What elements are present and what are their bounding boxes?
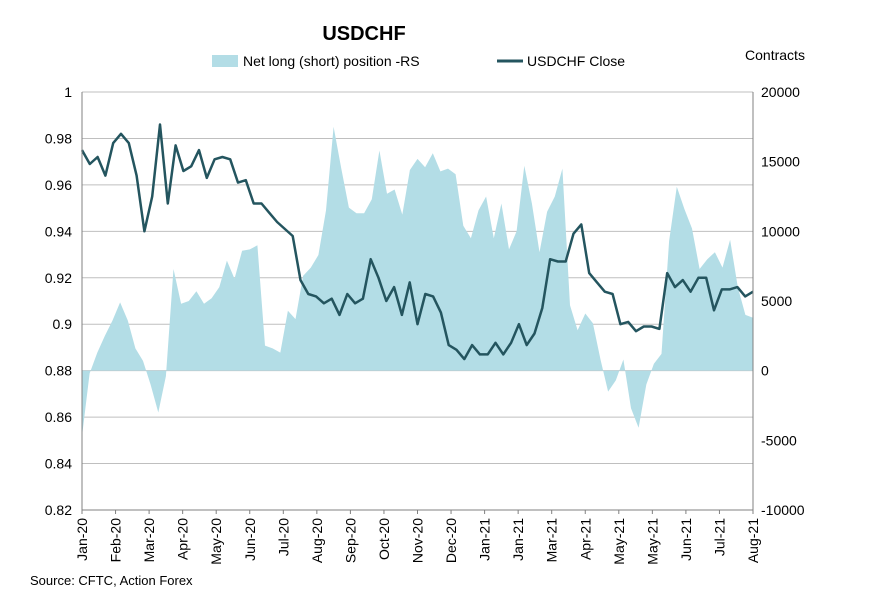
right-tick-label: -10000 <box>761 502 805 518</box>
plot-area <box>80 123 754 437</box>
x-tick-label: Jan-20 <box>74 518 90 561</box>
right-tick-label: 15000 <box>761 154 800 170</box>
right-axis-title: Contracts <box>745 47 805 63</box>
series-area-net-position <box>82 126 753 437</box>
left-tick-label: 0.9 <box>53 316 73 332</box>
x-tick-label: Jul-20 <box>275 518 291 556</box>
x-tick-label: Jun-20 <box>242 518 258 561</box>
x-tick-label: Jan-21 <box>477 518 493 561</box>
axes: 0.82 0.84 0.86 0.88 0.9 0.92 0.94 0.96 0.98 1 -100… <box>45 84 805 565</box>
left-tick-label: 0.98 <box>45 130 72 146</box>
left-tick-label: 0.82 <box>45 502 72 518</box>
right-tick-label: -5000 <box>761 432 797 448</box>
legend: Net long (short) position -RS USDCHF Clos… <box>212 53 625 69</box>
chart-title: USDCHF <box>322 23 405 45</box>
x-tick-label: Nov-20 <box>410 518 426 563</box>
x-tick-label: May-21 <box>644 518 660 565</box>
x-tick-label: Mar-20 <box>141 518 157 563</box>
left-tick-label: 0.86 <box>45 409 72 425</box>
legend-swatch-area <box>212 55 238 67</box>
x-tick-label: May-20 <box>208 518 224 565</box>
right-tick-label: 0 <box>761 363 769 379</box>
x-tick-label: Jul-21 <box>711 518 727 556</box>
left-tick-label: 0.92 <box>45 270 72 286</box>
left-tick-label: 0.84 <box>45 456 72 472</box>
x-tick-label: Aug-21 <box>745 518 761 563</box>
x-tick-label: Mar-21 <box>544 518 560 563</box>
legend-label-area: Net long (short) position -RS <box>243 53 420 69</box>
x-tick-label: Feb-20 <box>108 518 124 563</box>
left-tick-label: 0.94 <box>45 223 72 239</box>
right-tick-label: 10000 <box>761 223 800 239</box>
x-tick-label: Oct-20 <box>376 518 392 560</box>
right-tick-label: 20000 <box>761 84 800 100</box>
x-tick-label: Apr-21 <box>577 518 593 560</box>
series-line-usdchf-close <box>80 123 754 361</box>
x-tick-label: Jun-21 <box>678 518 694 561</box>
source-note: Source: CFTC, Action Forex <box>30 573 193 588</box>
x-tick-label: Sep-20 <box>342 518 358 563</box>
right-tick-label: 5000 <box>761 293 792 309</box>
x-tick-label: Aug-20 <box>309 518 325 563</box>
x-tick-label: May-21 <box>611 518 627 565</box>
left-tick-label: 0.96 <box>45 177 72 193</box>
left-tick-label: 1 <box>64 84 72 100</box>
x-tick-label: Apr-20 <box>175 518 191 560</box>
x-tick-label: Dec-20 <box>443 518 459 563</box>
x-tick-label: Jan-21 <box>510 518 526 561</box>
left-tick-label: 0.88 <box>45 363 72 379</box>
legend-label-line: USDCHF Close <box>527 53 625 69</box>
